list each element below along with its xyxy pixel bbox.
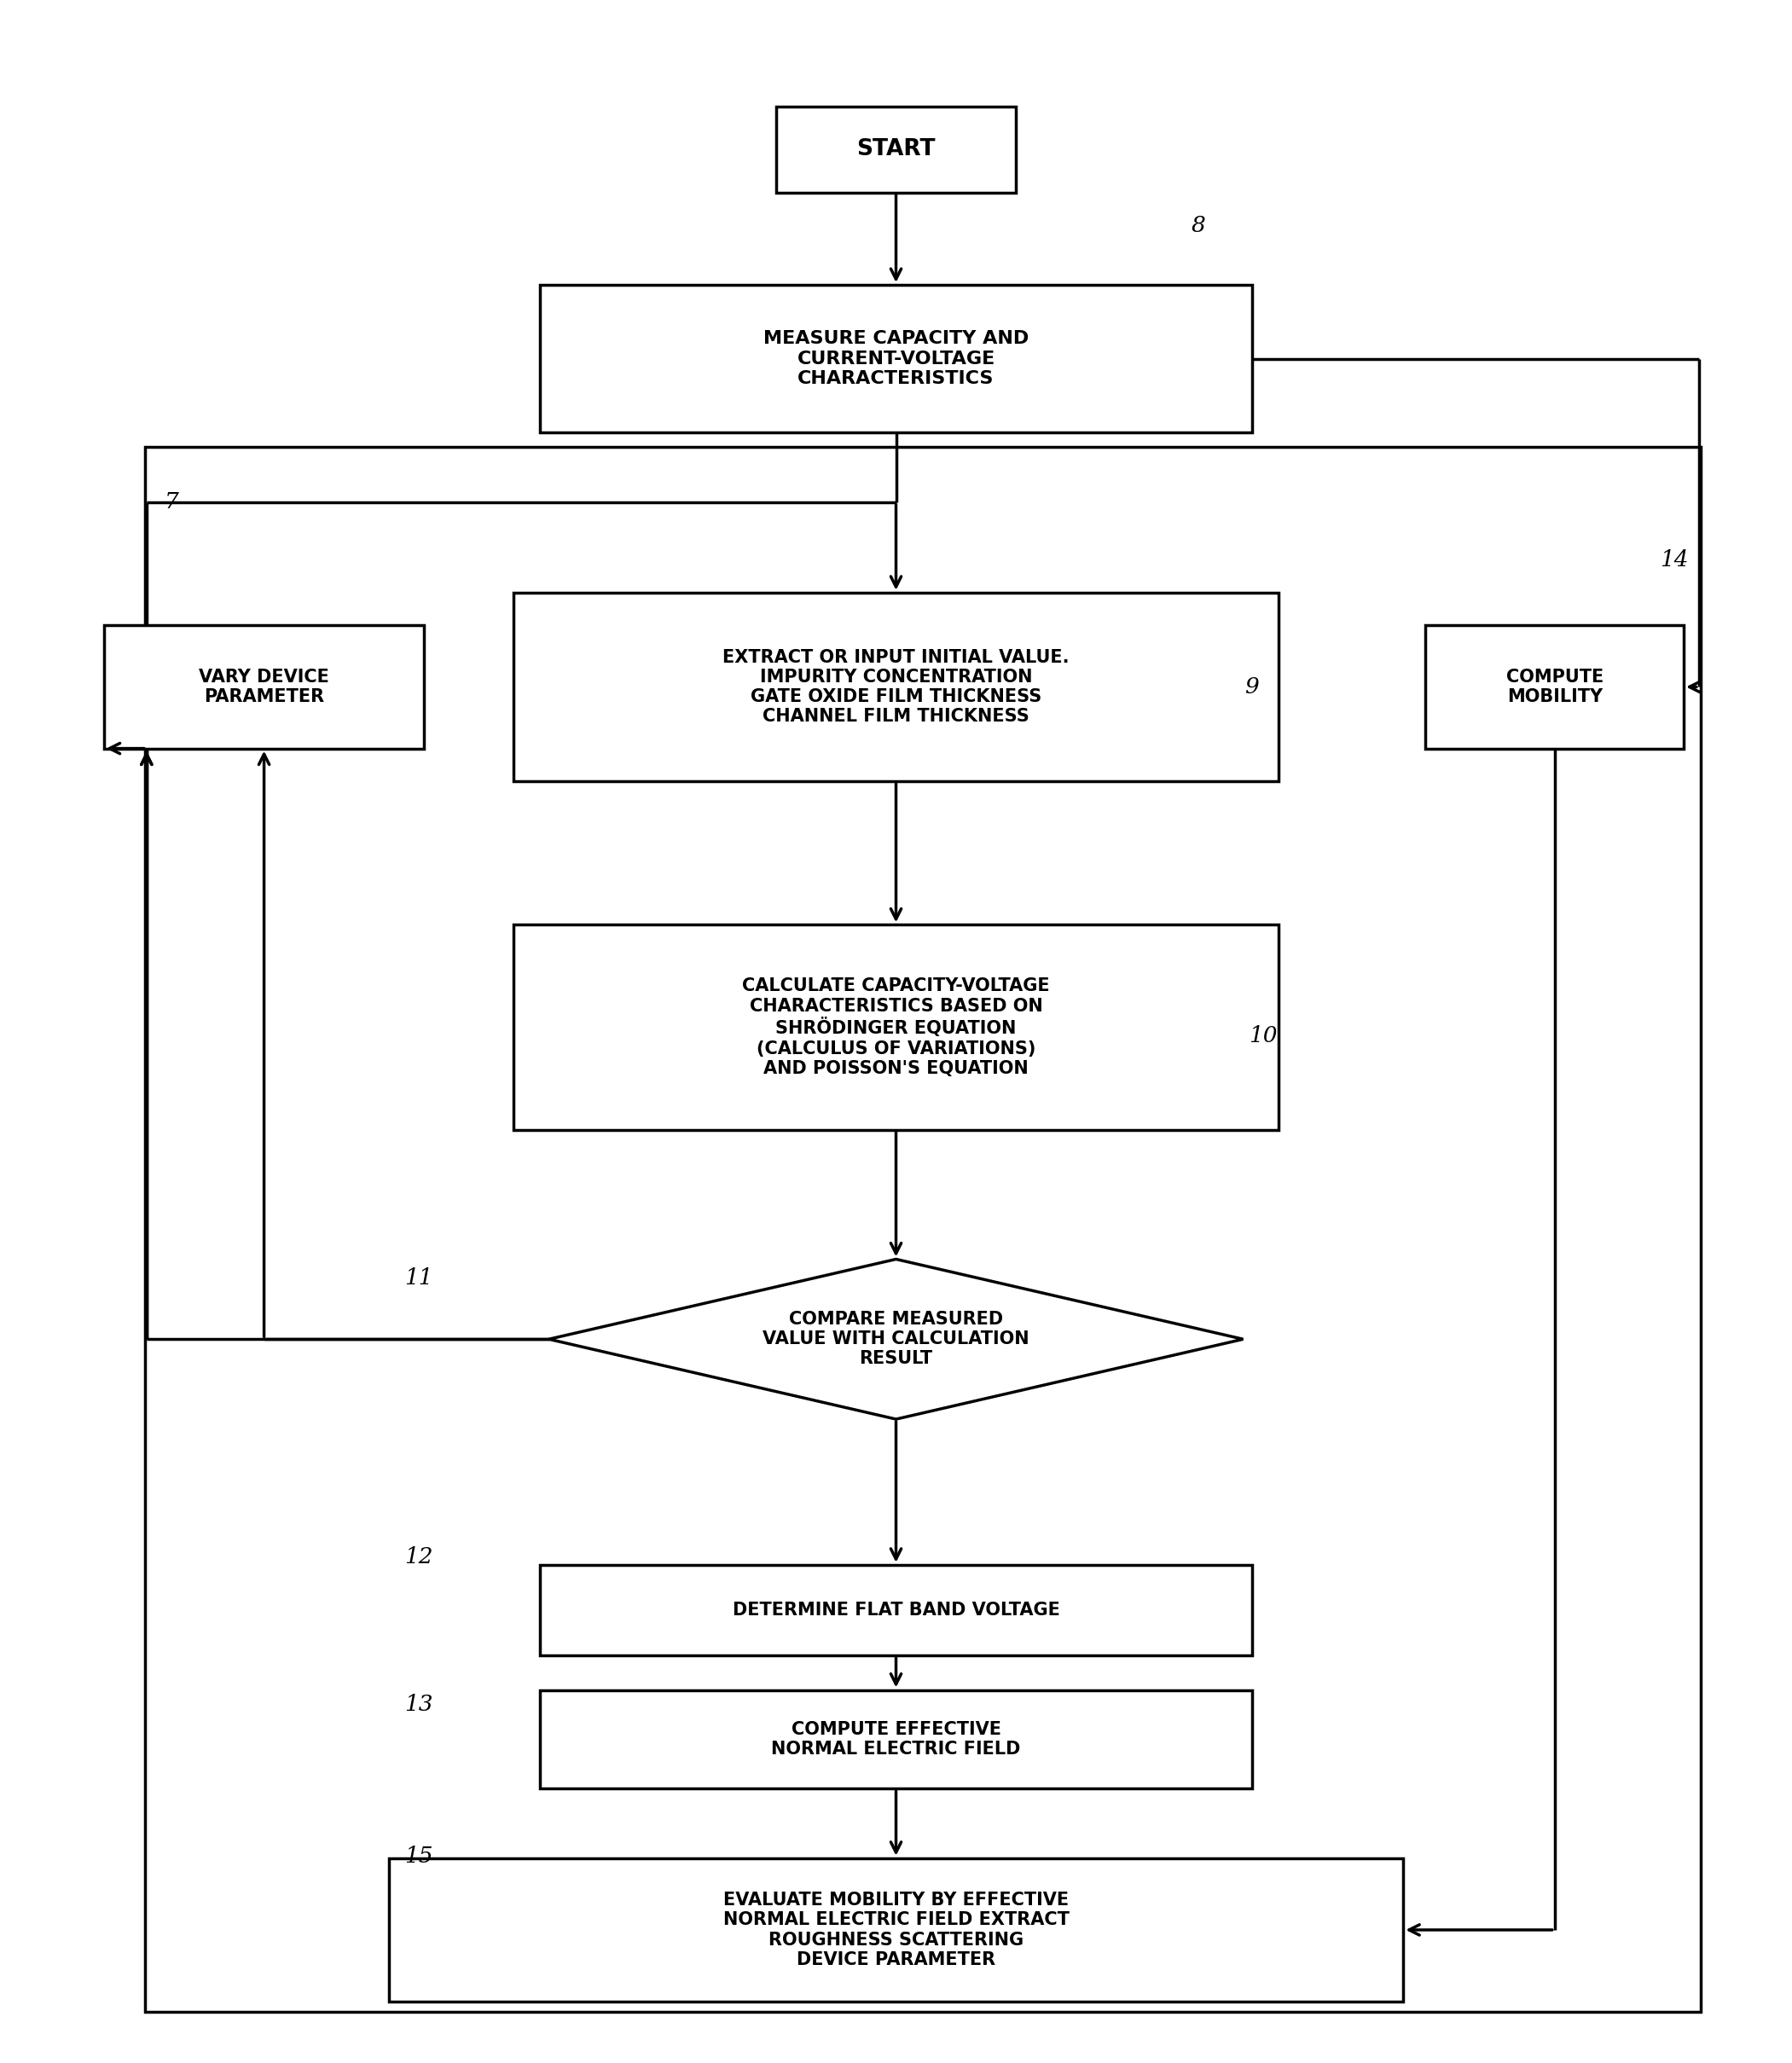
FancyBboxPatch shape [539, 1566, 1253, 1655]
FancyBboxPatch shape [1426, 625, 1684, 749]
Text: COMPARE MEASURED
VALUE WITH CALCULATION
RESULT: COMPARE MEASURED VALUE WITH CALCULATION … [763, 1310, 1029, 1368]
FancyBboxPatch shape [513, 924, 1279, 1131]
Text: EVALUATE MOBILITY BY EFFECTIVE
NORMAL ELECTRIC FIELD EXTRACT
ROUGHNESS SCATTERIN: EVALUATE MOBILITY BY EFFECTIVE NORMAL EL… [722, 1892, 1070, 1968]
FancyBboxPatch shape [389, 1859, 1403, 2001]
FancyBboxPatch shape [539, 1690, 1253, 1789]
Text: 14: 14 [1659, 549, 1688, 569]
Text: MEASURE CAPACITY AND
CURRENT-VOLTAGE
CHARACTERISTICS: MEASURE CAPACITY AND CURRENT-VOLTAGE CHA… [763, 330, 1029, 388]
Text: 15: 15 [405, 1846, 434, 1867]
Text: 7: 7 [165, 491, 179, 514]
Text: 9: 9 [1245, 677, 1260, 697]
Text: CALCULATE CAPACITY-VOLTAGE
CHARACTERISTICS BASED ON
SHRÖDINGER EQUATION
(CALCULU: CALCULATE CAPACITY-VOLTAGE CHARACTERISTI… [742, 978, 1050, 1077]
Text: 8: 8 [1192, 215, 1206, 235]
Text: START: START [857, 138, 935, 161]
Text: DETERMINE FLAT BAND VOLTAGE: DETERMINE FLAT BAND VOLTAGE [733, 1601, 1059, 1619]
Text: 12: 12 [405, 1545, 434, 1568]
Text: VARY DEVICE
PARAMETER: VARY DEVICE PARAMETER [199, 668, 330, 706]
Text: 13: 13 [405, 1694, 434, 1714]
Text: COMPUTE EFFECTIVE
NORMAL ELECTRIC FIELD: COMPUTE EFFECTIVE NORMAL ELECTRIC FIELD [771, 1721, 1021, 1758]
FancyBboxPatch shape [104, 625, 425, 749]
Text: 11: 11 [405, 1267, 434, 1287]
FancyBboxPatch shape [539, 285, 1253, 433]
Text: EXTRACT OR INPUT INITIAL VALUE.
IMPURITY CONCENTRATION
GATE OXIDE FILM THICKNESS: EXTRACT OR INPUT INITIAL VALUE. IMPURITY… [722, 648, 1070, 724]
Text: 10: 10 [1249, 1025, 1278, 1046]
Polygon shape [548, 1258, 1244, 1419]
Text: COMPUTE
MOBILITY: COMPUTE MOBILITY [1505, 668, 1604, 706]
FancyBboxPatch shape [513, 592, 1279, 782]
FancyBboxPatch shape [776, 107, 1016, 192]
